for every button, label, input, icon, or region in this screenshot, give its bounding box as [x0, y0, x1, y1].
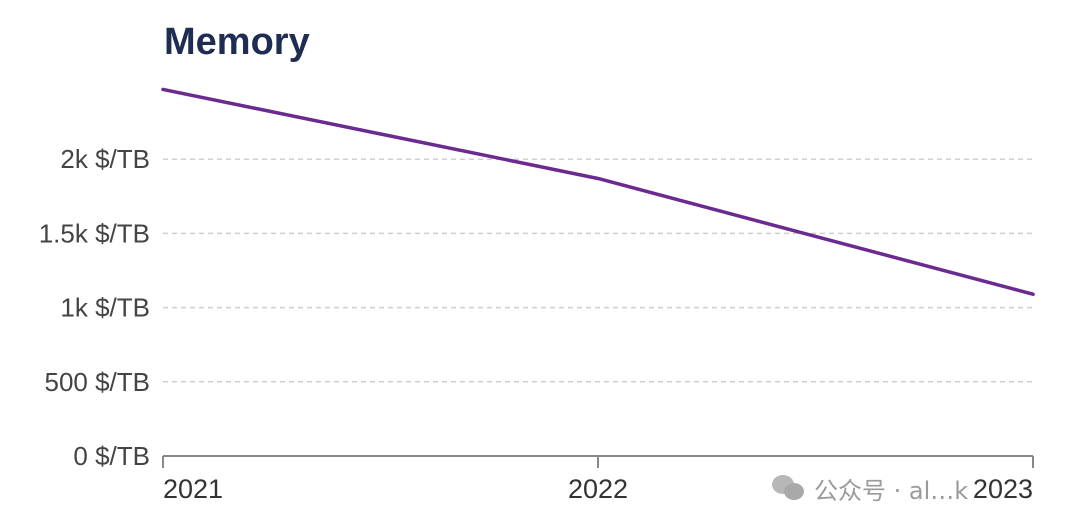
x-tick-label: 2023 — [973, 474, 1033, 504]
grid-lines — [163, 158, 1033, 383]
y-tick-label: 0 $/TB — [73, 441, 150, 471]
y-tick-label: 1.5k $/TB — [39, 218, 150, 248]
x-tick-label: 2021 — [163, 474, 223, 504]
axes — [162, 455, 1034, 468]
y-tick-labels: 0 $/TB 500 $/TB 1k $/TB 1.5k $/TB 2k $/TB — [39, 144, 150, 471]
chart-title: Memory — [164, 21, 310, 63]
y-tick-label: 1k $/TB — [60, 293, 150, 323]
x-tick-labels: 2021 2022 2023 — [163, 474, 1033, 504]
x-tick-label: 2022 — [568, 474, 628, 504]
series-layer — [161, 87, 1035, 296]
series-line-0 — [161, 87, 1035, 296]
y-tick-label: 500 $/TB — [44, 367, 150, 397]
y-tick-label: 2k $/TB — [60, 144, 150, 174]
